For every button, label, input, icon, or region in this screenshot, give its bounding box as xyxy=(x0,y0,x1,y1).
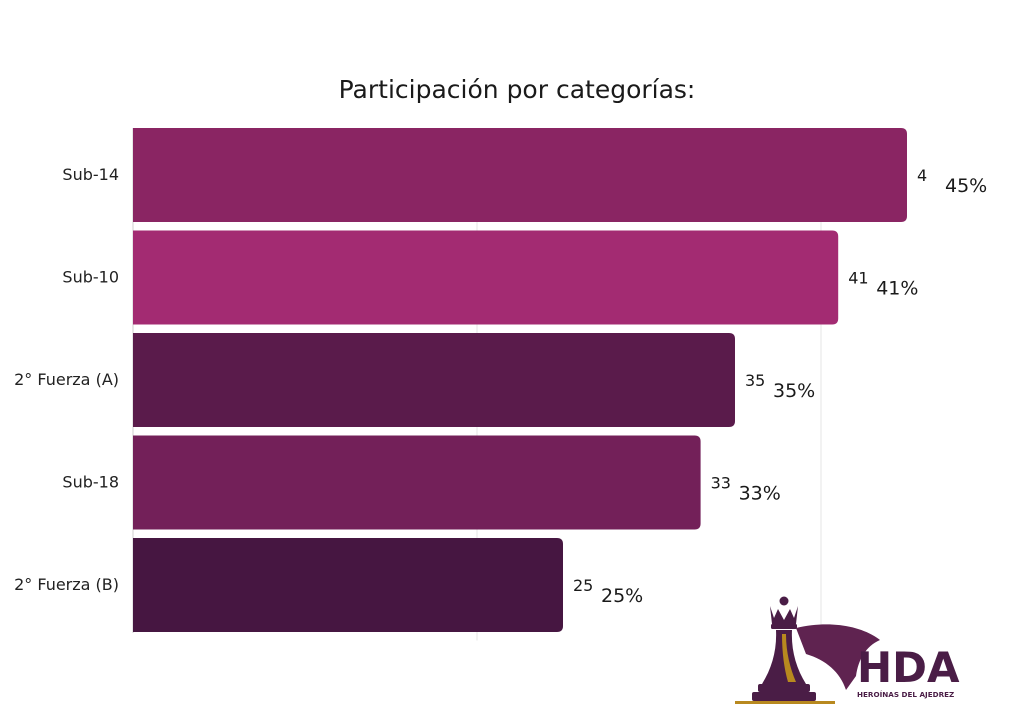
labels: Sub-14 4 45% Sub-10 41 41% 2° Fuerza (A) 35 35% S… xyxy=(14,165,987,607)
category-label: 2° Fuerza (B) xyxy=(14,575,119,594)
category-label: Sub-14 xyxy=(62,165,119,184)
chess-queen-icon xyxy=(735,596,880,704)
logo-text: HDA xyxy=(857,643,960,692)
category-label: Sub-18 xyxy=(62,473,119,492)
value-label: 45% xyxy=(945,175,987,197)
ghost-value-label: 35 xyxy=(745,371,765,390)
hda-logo: HDA HEROÍNAS DEL AJEDREZ xyxy=(735,596,960,704)
value-label: 25% xyxy=(601,585,643,607)
ghost-value-label: 41 xyxy=(848,269,868,288)
bar xyxy=(133,435,701,530)
ghost-value-label: 25 xyxy=(573,576,593,595)
bar xyxy=(133,333,735,427)
value-label: 41% xyxy=(876,278,918,300)
bar xyxy=(133,538,563,632)
ghost-value-label: 33 xyxy=(711,474,731,493)
bar xyxy=(133,230,839,325)
logo-subtitle: HEROÍNAS DEL AJEDREZ xyxy=(857,690,954,699)
value-label: 35% xyxy=(773,380,815,402)
bar xyxy=(133,128,907,222)
category-label: Sub-10 xyxy=(62,268,119,287)
chart-title: Participación por categorías: xyxy=(339,75,696,104)
value-label: 33% xyxy=(739,483,781,505)
ghost-value-label: 4 xyxy=(917,166,927,185)
bars xyxy=(133,128,907,632)
category-label: 2° Fuerza (A) xyxy=(14,370,119,389)
